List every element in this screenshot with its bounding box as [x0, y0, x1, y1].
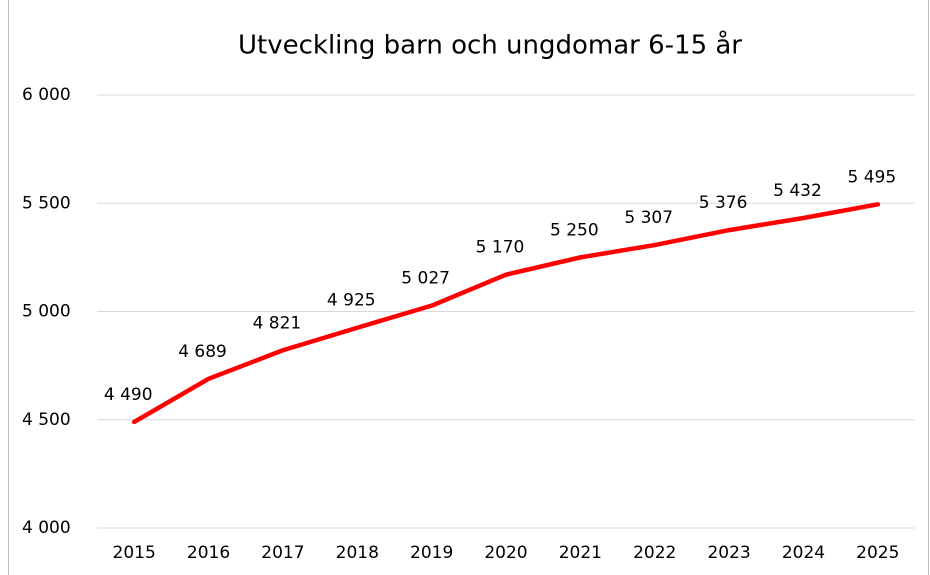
x-tick-label: 2025	[856, 543, 899, 563]
y-tick-label: 6 000	[22, 85, 71, 105]
data-label: 5 170	[476, 238, 525, 258]
data-label: 5 027	[401, 269, 450, 289]
data-label: 5 495	[847, 167, 896, 187]
x-tick-label: 2015	[113, 543, 156, 563]
x-tick-label: 2022	[633, 543, 676, 563]
x-tick-label: 2023	[707, 543, 750, 563]
y-tick-label: 4 500	[22, 410, 71, 430]
data-label: 5 432	[773, 181, 822, 201]
x-tick-label: 2020	[484, 543, 527, 563]
x-tick-label: 2021	[559, 543, 602, 563]
data-label: 4 689	[178, 342, 227, 362]
data-label: 5 307	[624, 208, 673, 228]
y-tick-label: 5 500	[22, 193, 71, 213]
x-tick-label: 2019	[410, 543, 453, 563]
x-tick-label: 2017	[261, 543, 304, 563]
data-line	[131, 202, 881, 425]
data-label: 4 490	[104, 385, 153, 405]
y-tick-label: 4 000	[22, 518, 71, 538]
data-label: 5 376	[699, 193, 748, 213]
y-tick-label: 5 000	[22, 302, 71, 322]
chart-frame	[8, 0, 929, 575]
chart-title: Utveckling barn och ungdomar 6-15 år	[238, 30, 742, 61]
data-label: 5 250	[550, 220, 599, 240]
x-tick-label: 2024	[782, 543, 825, 563]
data-label: 4 925	[327, 291, 376, 311]
data-label: 4 821	[253, 313, 302, 333]
x-tick-label: 2018	[336, 543, 379, 563]
x-tick-label: 2016	[187, 543, 230, 563]
